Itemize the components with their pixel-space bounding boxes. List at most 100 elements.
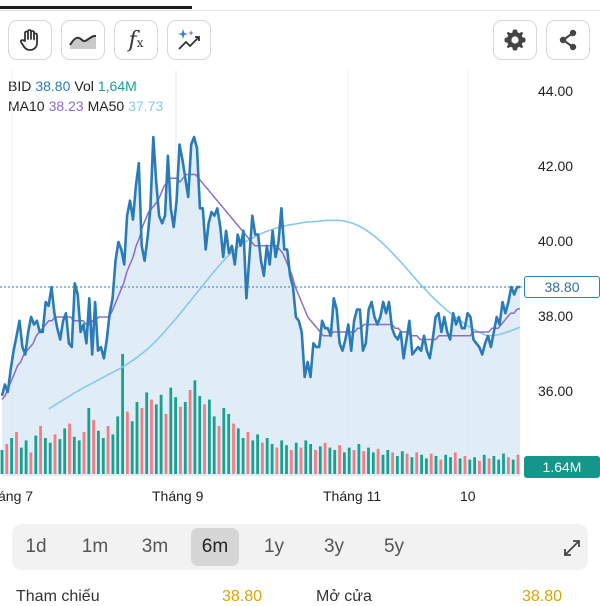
- share-button[interactable]: [546, 20, 590, 60]
- volume-bar: [391, 452, 394, 474]
- volume-bar: [511, 459, 515, 474]
- range-1m-button[interactable]: 1m: [81, 536, 109, 557]
- range-6m-button[interactable]: 6m: [191, 528, 239, 566]
- indicator-button[interactable]: fx: [114, 20, 158, 60]
- x-tick-label: áng 7: [0, 488, 34, 504]
- volume-bar: [82, 432, 86, 474]
- y-tick-label: 40.00: [538, 233, 574, 249]
- ma50-value: 37.73: [128, 98, 164, 114]
- range-3y-button[interactable]: 3y: [323, 536, 345, 557]
- volume-bar: [347, 447, 351, 474]
- volume-bar: [256, 434, 259, 474]
- volume-bar: [48, 442, 52, 474]
- volume-bar: [10, 438, 13, 474]
- volume-bar: [415, 452, 419, 474]
- volume-bar: [449, 457, 452, 474]
- price-chart[interactable]: [0, 64, 600, 488]
- volume-bar: [386, 450, 390, 474]
- volume-bar: [179, 406, 182, 474]
- volume-bar: [222, 408, 226, 474]
- volume-bar: [68, 423, 71, 474]
- volume-bar: [183, 402, 187, 474]
- price-line: [0, 135, 520, 397]
- active-tab-indicator: [0, 6, 192, 9]
- sparkle-chart-icon: [178, 29, 200, 50]
- volume-bar: [400, 451, 404, 474]
- volume-bar: [227, 414, 231, 474]
- volume-bar: [425, 458, 428, 474]
- volume-bar: [299, 447, 303, 474]
- volume-bar: [53, 434, 57, 474]
- volume-bar: [420, 454, 423, 474]
- volume-bar: [478, 460, 481, 474]
- volume-bar: [429, 453, 433, 474]
- volume-bar: [150, 399, 153, 474]
- ma10-value: 38.23: [48, 98, 84, 114]
- volume-bar: [44, 438, 47, 474]
- range-1d-button[interactable]: 1d: [25, 536, 47, 557]
- volume-bar: [203, 404, 206, 474]
- volume-bar: [15, 432, 18, 474]
- volume-bar: [72, 436, 76, 474]
- magic-analysis-button[interactable]: [167, 20, 211, 60]
- time-range-selector: 1d 1m 3m 6m 1y 3y 5y: [12, 524, 588, 570]
- reference-price-label: Tham chiếu: [16, 588, 100, 605]
- vol-value: 1,64M: [97, 78, 137, 94]
- chart-style-button[interactable]: [61, 20, 105, 60]
- volume-bar: [208, 399, 211, 474]
- volume-bar: [410, 457, 414, 474]
- hand-draw-tool-button[interactable]: [8, 20, 52, 60]
- volume-bar: [405, 453, 409, 474]
- volume-bar: [458, 458, 462, 474]
- y-tick-label: 38.00: [538, 308, 574, 324]
- volume-bar: [126, 411, 129, 474]
- volume-bar: [34, 435, 38, 474]
- volume-bar: [371, 452, 375, 474]
- volume-bar: [77, 440, 81, 474]
- volume-bar: [101, 438, 105, 474]
- expand-chart-button[interactable]: [560, 536, 584, 560]
- volume-bar: [241, 438, 245, 474]
- hand-icon: [20, 29, 38, 51]
- volume-bar: [376, 448, 380, 474]
- volume-bar: [121, 354, 124, 474]
- volume-bar: [453, 452, 457, 474]
- range-5y-button[interactable]: 5y: [383, 536, 405, 557]
- top-tab-bar: [0, 0, 600, 11]
- volume-bar: [439, 459, 443, 474]
- volume-bar: [367, 447, 370, 474]
- y-tick-label: 44.00: [538, 83, 574, 99]
- volume-bar: [492, 456, 496, 474]
- volume-bar: [444, 454, 448, 474]
- reference-price-value: 38.80: [222, 588, 263, 605]
- range-3m-button[interactable]: 3m: [141, 536, 169, 557]
- settings-button[interactable]: [493, 20, 537, 60]
- expand-icon: [564, 540, 580, 556]
- volume-bar: [39, 426, 42, 474]
- range-1y-button[interactable]: 1y: [263, 536, 285, 557]
- ma-legend: MA10 38.23 MA50 37.73: [8, 98, 167, 114]
- volume-bar: [362, 451, 366, 474]
- volume-bar: [5, 444, 9, 474]
- volume-bar: [198, 396, 202, 474]
- share-icon: [559, 29, 577, 51]
- volume-bar: [111, 434, 115, 474]
- volume-bar: [502, 453, 505, 474]
- volume-bar: [246, 432, 250, 474]
- volume-bar: [106, 426, 110, 474]
- volume-tag: 1.64M: [524, 456, 600, 478]
- open-price-value: 38.80: [522, 588, 563, 605]
- volume-bar: [468, 459, 472, 474]
- volume-bar: [135, 402, 139, 474]
- volume-bar: [352, 450, 356, 474]
- volume-bar: [338, 445, 341, 474]
- area-chart-icon: [69, 34, 97, 49]
- volume-bar: [159, 394, 163, 474]
- volume-bar: [19, 447, 23, 474]
- volume-bar: [97, 430, 100, 474]
- volume-bar: [174, 397, 177, 474]
- function-icon: fx: [128, 27, 144, 53]
- volume-bar: [169, 387, 173, 474]
- open-price-label: Mở cửa: [316, 588, 372, 605]
- volume-bar: [381, 454, 385, 474]
